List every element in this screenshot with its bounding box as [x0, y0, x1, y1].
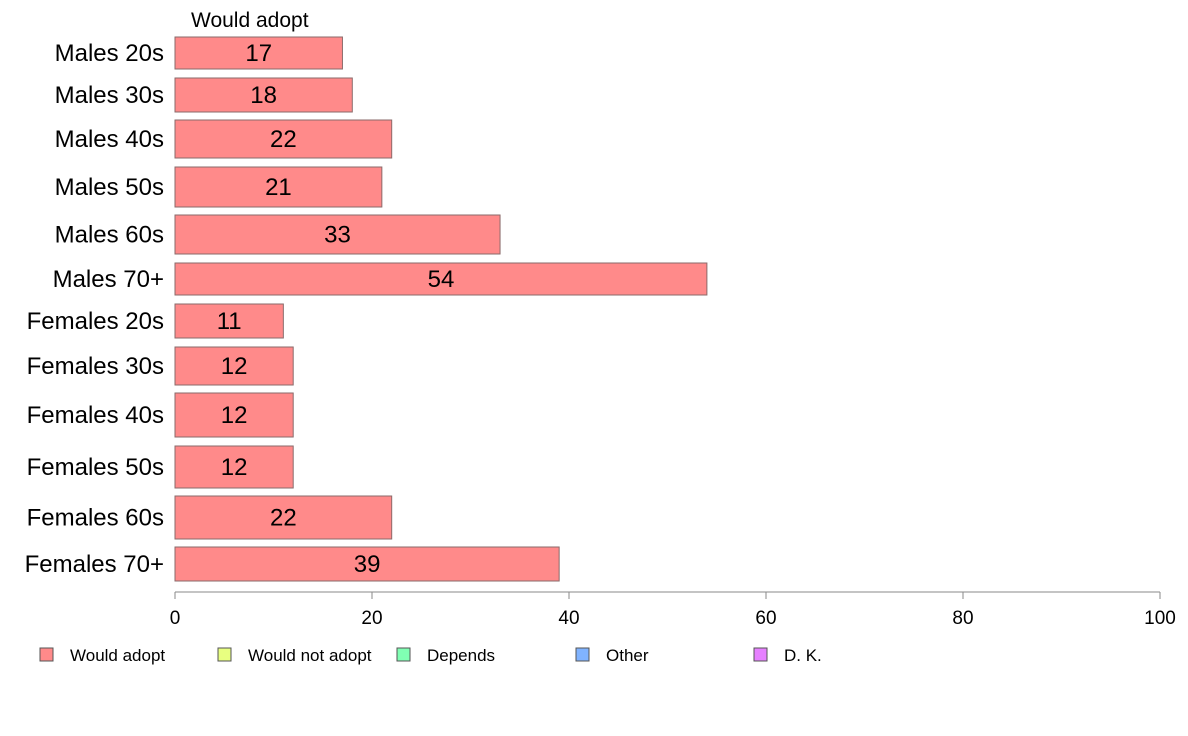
category-label: Females 30s — [27, 353, 164, 380]
bar — [174, 445, 294, 489]
legend-label: Would adopt — [70, 646, 165, 665]
bar-value-label: 33 — [324, 222, 351, 249]
bar-value-label: 17 — [245, 40, 272, 67]
bar-value-label: 22 — [270, 126, 297, 153]
legend-label: Would not adopt — [248, 646, 372, 665]
category-label: Males 60s — [55, 222, 164, 249]
legend-swatch — [575, 647, 590, 662]
x-tick-label: 20 — [361, 608, 382, 629]
bar-value-label: 12 — [221, 353, 248, 380]
legend: Would adopt Would not adopt Depends Other D.… — [39, 646, 822, 665]
bar-value-label: 18 — [250, 82, 277, 109]
bar — [174, 36, 343, 70]
bar — [174, 346, 294, 386]
bar-value-label: 12 — [221, 402, 248, 429]
bar — [174, 303, 284, 339]
bar-value-label: 11 — [217, 308, 242, 335]
legend-label: Other — [606, 646, 649, 665]
legend-swatch — [39, 647, 54, 662]
category-labels: Males 20s Males 30s Males 40s Males 50s Male… — [25, 40, 164, 578]
bar — [174, 495, 393, 540]
bar — [174, 392, 294, 438]
category-label: Females 20s — [27, 308, 164, 335]
x-tick-label: 0 — [170, 608, 181, 629]
series-header: Would adopt — [191, 9, 309, 32]
bar — [174, 166, 383, 208]
legend-swatch — [396, 647, 411, 662]
x-axis-ticks: 0 20 40 60 80 100 — [170, 592, 1176, 629]
bar-value-label: 39 — [354, 551, 381, 578]
category-label: Males 30s — [55, 82, 164, 109]
bar — [174, 119, 393, 159]
category-label: Females 60s — [27, 505, 164, 532]
x-tick-label: 40 — [558, 608, 579, 629]
category-label: Males 40s — [55, 126, 164, 153]
bars-group: 17 18 22 21 33 54 11 12 12 12 22 39 — [174, 36, 708, 582]
bar-value-label: 12 — [221, 454, 248, 481]
bar — [174, 546, 560, 582]
legend-label: Depends — [427, 646, 495, 665]
bar-value-label: 21 — [265, 174, 292, 201]
category-label: Females 70+ — [25, 551, 164, 578]
x-tick-label: 80 — [952, 608, 973, 629]
legend-swatch — [217, 647, 232, 662]
bar-value-label: 54 — [428, 266, 455, 293]
bar-value-label: 22 — [270, 505, 297, 532]
legend-swatch — [753, 647, 768, 662]
category-label: Females 40s — [27, 402, 164, 429]
bar — [174, 262, 708, 296]
category-label: Males 50s — [55, 174, 164, 201]
bar — [174, 77, 353, 113]
bar — [174, 214, 501, 255]
legend-label: D. K. — [784, 646, 822, 665]
category-label: Males 20s — [55, 40, 164, 67]
category-label: Males 70+ — [53, 266, 164, 293]
x-tick-label: 60 — [755, 608, 776, 629]
x-tick-label: 100 — [1144, 608, 1176, 629]
category-label: Females 50s — [27, 454, 164, 481]
